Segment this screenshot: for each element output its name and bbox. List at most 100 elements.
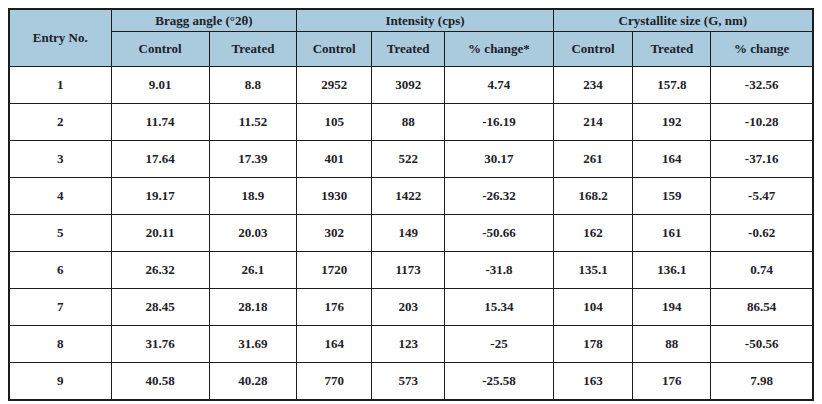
table-row: 520.1120.03302149-50.66162161-0.62 xyxy=(9,215,813,252)
crystallite-pct-change-cell: -32.56 xyxy=(711,67,813,104)
bragg-control-cell: 17.64 xyxy=(111,141,209,178)
crystallite-treated-cell: 159 xyxy=(633,178,711,215)
sub-header-row: Control Treated Control Treated % change… xyxy=(9,32,813,67)
bragg-control-cell: 40.58 xyxy=(111,363,209,401)
intensity-control-cell: 105 xyxy=(297,104,372,141)
crystallite-treated-cell: 176 xyxy=(633,363,711,401)
bragg-control-cell: 31.76 xyxy=(111,326,209,363)
intensity-treated-cell: 149 xyxy=(372,215,445,252)
intensity-control-cell: 302 xyxy=(297,215,372,252)
crystallite-treated-cell: 161 xyxy=(633,215,711,252)
intensity-control-cell: 176 xyxy=(297,289,372,326)
intensity-pct-change-cell: -26.32 xyxy=(445,178,554,215)
intensity-treated-cell: 522 xyxy=(372,141,445,178)
bragg-control-cell: 9.01 xyxy=(111,67,209,104)
entry-no-cell: 8 xyxy=(9,326,111,363)
crystallite-pct-change-cell: -0.62 xyxy=(711,215,813,252)
crystallite-control-cell: 261 xyxy=(553,141,633,178)
entry-no-cell: 3 xyxy=(9,141,111,178)
bragg-treated-cell: 31.69 xyxy=(209,326,297,363)
table-page: Entry No. Bragg angle (°2θ) Intensity (c… xyxy=(0,0,822,404)
crystallite-control-cell: 214 xyxy=(553,104,633,141)
crystallite-control-cell: 135.1 xyxy=(553,252,633,289)
header-bragg-treated: Treated xyxy=(209,32,297,67)
entry-no-cell: 5 xyxy=(9,215,111,252)
table-row: 19.018.8295230924.74234157.8-32.56 xyxy=(9,67,813,104)
group-header-row: Entry No. Bragg angle (°2θ) Intensity (c… xyxy=(9,9,813,32)
bragg-control-cell: 28.45 xyxy=(111,289,209,326)
entry-no-cell: 7 xyxy=(9,289,111,326)
crystallite-control-cell: 234 xyxy=(553,67,633,104)
bragg-treated-cell: 40.28 xyxy=(209,363,297,401)
table-row: 419.1718.919301422-26.32168.2159-5.47 xyxy=(9,178,813,215)
intensity-pct-change-cell: 30.17 xyxy=(445,141,554,178)
bragg-treated-cell: 26.1 xyxy=(209,252,297,289)
intensity-pct-change-cell: -50.66 xyxy=(445,215,554,252)
crystallite-treated-cell: 88 xyxy=(633,326,711,363)
bragg-treated-cell: 11.52 xyxy=(209,104,297,141)
crystallite-control-cell: 168.2 xyxy=(553,178,633,215)
bragg-treated-cell: 17.39 xyxy=(209,141,297,178)
bragg-treated-cell: 18.9 xyxy=(209,178,297,215)
crystallite-pct-change-cell: -50.56 xyxy=(711,326,813,363)
intensity-treated-cell: 1173 xyxy=(372,252,445,289)
crystallite-pct-change-cell: 86.54 xyxy=(711,289,813,326)
header-intensity-pct-change: % change* xyxy=(445,32,554,67)
intensity-control-cell: 1720 xyxy=(297,252,372,289)
bragg-control-cell: 11.74 xyxy=(111,104,209,141)
table-row: 831.7631.69164123-2517888-50.56 xyxy=(9,326,813,363)
xrd-results-table: Entry No. Bragg angle (°2θ) Intensity (c… xyxy=(8,8,814,401)
table-row: 728.4528.1817620315.3410419486.54 xyxy=(9,289,813,326)
intensity-pct-change-cell: 15.34 xyxy=(445,289,554,326)
intensity-treated-cell: 3092 xyxy=(372,67,445,104)
crystallite-pct-change-cell: -5.47 xyxy=(711,178,813,215)
entry-no-cell: 1 xyxy=(9,67,111,104)
intensity-pct-change-cell: 4.74 xyxy=(445,67,554,104)
bragg-control-cell: 20.11 xyxy=(111,215,209,252)
header-crystallite-control: Control xyxy=(553,32,633,67)
header-bragg-control: Control xyxy=(111,32,209,67)
table-row: 317.6417.3940152230.17261164-37.16 xyxy=(9,141,813,178)
bragg-treated-cell: 20.03 xyxy=(209,215,297,252)
bragg-treated-cell: 8.8 xyxy=(209,67,297,104)
intensity-treated-cell: 88 xyxy=(372,104,445,141)
intensity-control-cell: 401 xyxy=(297,141,372,178)
crystallite-pct-change-cell: 0.74 xyxy=(711,252,813,289)
group-header-crystallite-size: Crystallite size (G, nm) xyxy=(553,9,813,32)
crystallite-treated-cell: 157.8 xyxy=(633,67,711,104)
header-entry-no: Entry No. xyxy=(9,9,111,67)
crystallite-treated-cell: 194 xyxy=(633,289,711,326)
header-crystallite-pct-change: % change xyxy=(711,32,813,67)
intensity-pct-change-cell: -16.19 xyxy=(445,104,554,141)
crystallite-control-cell: 163 xyxy=(553,363,633,401)
bragg-treated-cell: 28.18 xyxy=(209,289,297,326)
bragg-control-cell: 26.32 xyxy=(111,252,209,289)
intensity-pct-change-cell: -25.58 xyxy=(445,363,554,401)
intensity-treated-cell: 203 xyxy=(372,289,445,326)
crystallite-control-cell: 104 xyxy=(553,289,633,326)
table-header: Entry No. Bragg angle (°2θ) Intensity (c… xyxy=(9,9,813,67)
intensity-treated-cell: 573 xyxy=(372,363,445,401)
bragg-control-cell: 19.17 xyxy=(111,178,209,215)
header-crystallite-treated: Treated xyxy=(633,32,711,67)
crystallite-treated-cell: 164 xyxy=(633,141,711,178)
intensity-treated-cell: 1422 xyxy=(372,178,445,215)
intensity-control-cell: 164 xyxy=(297,326,372,363)
intensity-control-cell: 2952 xyxy=(297,67,372,104)
intensity-treated-cell: 123 xyxy=(372,326,445,363)
entry-no-cell: 2 xyxy=(9,104,111,141)
table-row: 211.7411.5210588-16.19214192-10.28 xyxy=(9,104,813,141)
crystallite-pct-change-cell: 7.98 xyxy=(711,363,813,401)
crystallite-treated-cell: 192 xyxy=(633,104,711,141)
header-intensity-treated: Treated xyxy=(372,32,445,67)
crystallite-treated-cell: 136.1 xyxy=(633,252,711,289)
crystallite-pct-change-cell: -37.16 xyxy=(711,141,813,178)
table-body: 19.018.8295230924.74234157.8-32.56211.74… xyxy=(9,67,813,401)
crystallite-control-cell: 178 xyxy=(553,326,633,363)
intensity-control-cell: 1930 xyxy=(297,178,372,215)
intensity-control-cell: 770 xyxy=(297,363,372,401)
table-row: 940.5840.28770573-25.581631767.98 xyxy=(9,363,813,401)
entry-no-cell: 4 xyxy=(9,178,111,215)
entry-no-cell: 9 xyxy=(9,363,111,401)
crystallite-control-cell: 162 xyxy=(553,215,633,252)
